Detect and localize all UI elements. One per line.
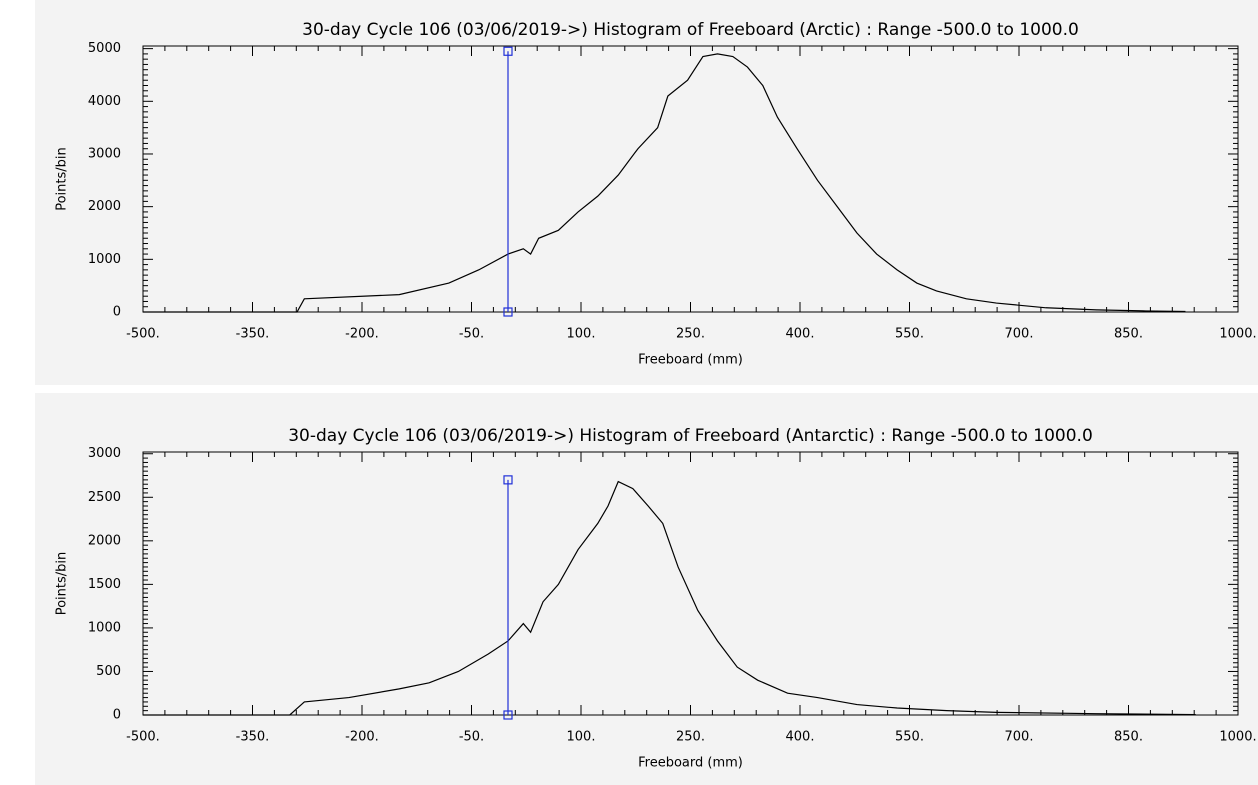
- y-tick-label: 0: [113, 708, 121, 723]
- y-tick-label: 0: [113, 305, 121, 320]
- x-tick-label: 100.: [567, 730, 596, 745]
- x-tick-label: 550.: [895, 730, 924, 745]
- y-tick-label: 5000: [88, 41, 121, 56]
- x-tick-label: 1000.: [1219, 730, 1256, 745]
- y-tick-label: 2000: [88, 199, 121, 214]
- x-tick-label: 700.: [1005, 327, 1034, 342]
- x-tick-label: 1000.: [1219, 327, 1256, 342]
- y-tick-label: 1000: [88, 252, 121, 267]
- x-tick-label: 400.: [786, 730, 815, 745]
- x-tick-label: 400.: [786, 327, 815, 342]
- x-tick-label: -200.: [345, 730, 379, 745]
- cursor-marker: [503, 710, 513, 720]
- y-tick-label: 1500: [88, 577, 121, 592]
- x-tick-label: 100.: [567, 327, 596, 342]
- panel: [35, 0, 1258, 385]
- cursor-marker: [503, 475, 513, 485]
- x-tick-label: -500.: [126, 730, 160, 745]
- y-tick-label: 2000: [88, 533, 121, 548]
- cursor-marker: [503, 307, 513, 317]
- histogram-line: [143, 53, 1186, 313]
- x-tick-label: 850.: [1114, 327, 1143, 342]
- x-tick-label: 550.: [895, 327, 924, 342]
- x-tick-label: -50.: [459, 730, 484, 745]
- x-tick-label: -350.: [236, 327, 270, 342]
- histogram-line: [143, 480, 1196, 716]
- panel: [35, 393, 1258, 785]
- x-tick-label: 250.: [676, 327, 705, 342]
- x-tick-label: -200.: [345, 327, 379, 342]
- x-tick-label: 700.: [1005, 730, 1034, 745]
- y-tick-label: 3000: [88, 146, 121, 161]
- x-tick-label: 850.: [1114, 730, 1143, 745]
- y-tick-label: 3000: [88, 446, 121, 461]
- x-tick-label: 250.: [676, 730, 705, 745]
- x-axis-label: Freeboard (mm): [638, 353, 743, 368]
- cursor-marker: [503, 46, 513, 56]
- x-tick-label: -500.: [126, 327, 160, 342]
- y-tick-label: 4000: [88, 94, 121, 109]
- chart-title: 30-day Cycle 106 (03/06/2019->) Histogra…: [302, 20, 1079, 40]
- y-axis-label: Points/bin: [55, 147, 70, 211]
- y-tick-label: 500: [96, 664, 121, 679]
- y-tick-label: 2500: [88, 490, 121, 505]
- chart-title: 30-day Cycle 106 (03/06/2019->) Histogra…: [288, 426, 1093, 446]
- x-tick-label: -350.: [236, 730, 270, 745]
- x-axis-label: Freeboard (mm): [638, 756, 743, 771]
- y-axis-label: Points/bin: [55, 552, 70, 616]
- x-tick-label: -50.: [459, 327, 484, 342]
- y-tick-label: 1000: [88, 620, 121, 635]
